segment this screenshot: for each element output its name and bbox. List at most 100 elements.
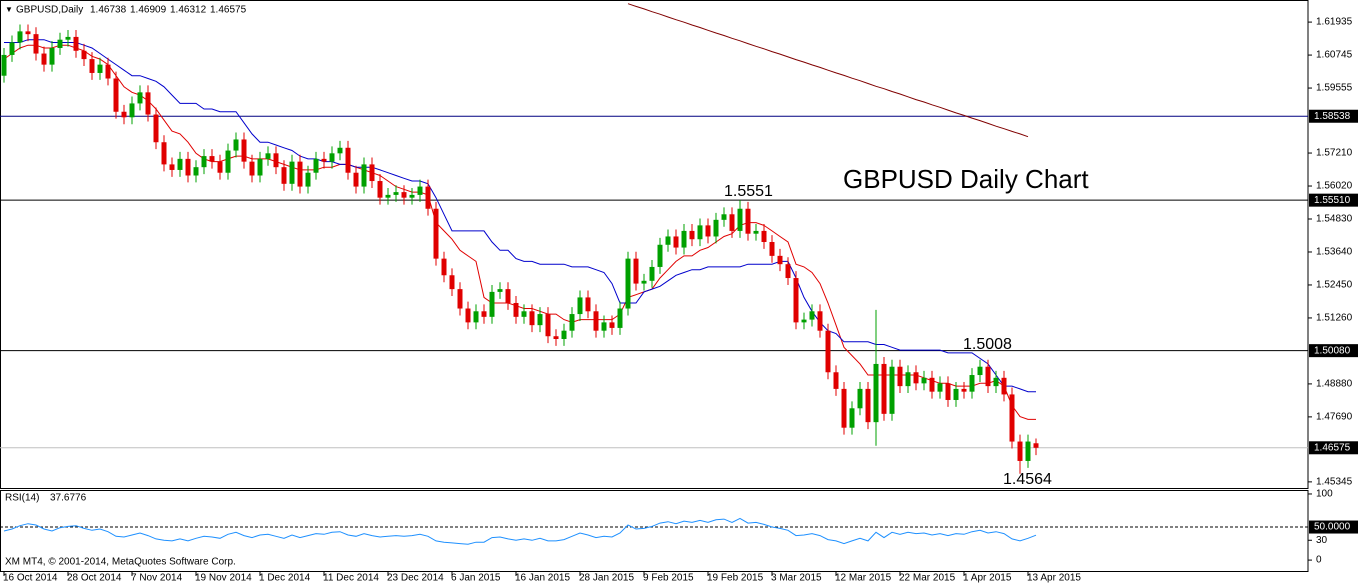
indicator-line [3, 44, 1036, 420]
candle-body [1025, 441, 1031, 461]
candle-body [305, 172, 311, 187]
candle-body [873, 363, 879, 423]
y-tick-label: 1.61935 [1316, 17, 1353, 28]
candle-body [377, 181, 383, 198]
price-tag [1309, 109, 1358, 123]
candle-body [353, 172, 359, 187]
candle-body [361, 164, 367, 187]
candle-body [633, 258, 639, 284]
candle-body [425, 186, 431, 209]
candle-body [625, 258, 631, 309]
rsi-level-label: 50.0000 [1314, 522, 1351, 533]
candle-body [953, 388, 959, 400]
candle-body [665, 236, 671, 245]
candle-body [441, 258, 447, 276]
annotation: 1.5008 [963, 336, 1012, 353]
candle-body [617, 308, 623, 328]
candle-body [273, 153, 279, 168]
footer: XM MT4, © 2001-2014, MetaQuotes Software… [5, 557, 236, 568]
annotation: 1.5551 [724, 183, 773, 200]
candle-body [417, 186, 423, 195]
candle-body [473, 311, 479, 323]
rsi-tick-label: 30 [1316, 535, 1328, 546]
y-tick-label: 1.51260 [1316, 313, 1353, 324]
candle-body [137, 92, 143, 104]
candle-body [25, 31, 31, 35]
candle-body [113, 78, 119, 112]
candle-body [977, 366, 983, 376]
candle-body [945, 383, 951, 400]
candle-body [241, 139, 247, 162]
candle-body [897, 366, 903, 387]
candle-body [41, 53, 47, 65]
candle-body [609, 322, 615, 328]
x-tick-label: 6 Jan 2015 [451, 573, 501, 584]
last-open: 1.46738 [90, 5, 127, 16]
y-tick-label: 1.53640 [1316, 247, 1353, 258]
candle-body [393, 192, 399, 195]
plot-area [0, 3, 1308, 474]
price-tag [1309, 441, 1358, 455]
candle-body [1001, 377, 1007, 395]
x-tick-label: 19 Feb 2015 [707, 573, 764, 584]
rsi-value: 37.6776 [50, 493, 87, 504]
candle-body [49, 48, 55, 65]
y-tick-label: 1.57210 [1316, 148, 1353, 159]
candle-body [553, 336, 559, 340]
x-tick-label: 13 Apr 2015 [1027, 573, 1081, 584]
candle-body [401, 192, 407, 198]
candle-body [281, 167, 287, 184]
candle-body [697, 225, 703, 240]
candle-body [257, 158, 263, 176]
candle-body [689, 230, 695, 240]
candle-body [737, 208, 743, 231]
candle-body [481, 311, 487, 317]
candle-body [793, 278, 799, 323]
candle-body [777, 255, 783, 265]
candle-body [513, 302, 519, 317]
candle-body [289, 161, 295, 184]
candle-body [1, 54, 7, 76]
x-tick-label: 23 Dec 2014 [387, 573, 444, 584]
rsi-level-tag [1309, 520, 1358, 534]
symbol-marker: ▼ [5, 5, 13, 14]
candle-body [881, 363, 887, 414]
candle-body [857, 388, 863, 409]
candle-body [673, 236, 679, 248]
candle-body [649, 266, 655, 281]
rsi-tick-label: 100 [1316, 489, 1333, 500]
candle-body [577, 297, 583, 315]
y-tick-label: 1.47690 [1316, 412, 1353, 423]
candle-body [705, 225, 711, 237]
x-tick-label: 3 Mar 2015 [771, 573, 822, 584]
candle-body [721, 214, 727, 220]
candle-body [225, 150, 231, 173]
candle-body [809, 311, 815, 320]
candle-body [585, 297, 591, 312]
candle-body [313, 158, 319, 173]
candle-body [265, 153, 271, 159]
price-tag-label: 1.55510 [1314, 195, 1351, 206]
candle-body [177, 158, 183, 170]
last-high: 1.46909 [130, 5, 167, 16]
candle-body [817, 311, 823, 331]
candle-body [889, 366, 895, 414]
candle-body [545, 314, 551, 337]
y-tick-label: 1.60745 [1316, 50, 1353, 61]
candle-body [105, 64, 111, 79]
candle-body [529, 311, 535, 326]
x-tick-label: 16 Oct 2014 [3, 573, 58, 584]
y-tick-label: 1.56020 [1316, 181, 1353, 192]
x-tick-label: 22 Mar 2015 [899, 573, 956, 584]
candle-body [569, 314, 575, 331]
candle-body [385, 194, 391, 198]
candle-body [921, 377, 927, 384]
candle-body [865, 388, 871, 423]
candle-body [145, 92, 151, 115]
last-low: 1.46312 [170, 5, 207, 16]
candle-body [841, 388, 847, 428]
candle-body [825, 330, 831, 373]
candle-body [185, 158, 191, 176]
annotation: GBPUSD Daily Chart [843, 164, 1089, 194]
